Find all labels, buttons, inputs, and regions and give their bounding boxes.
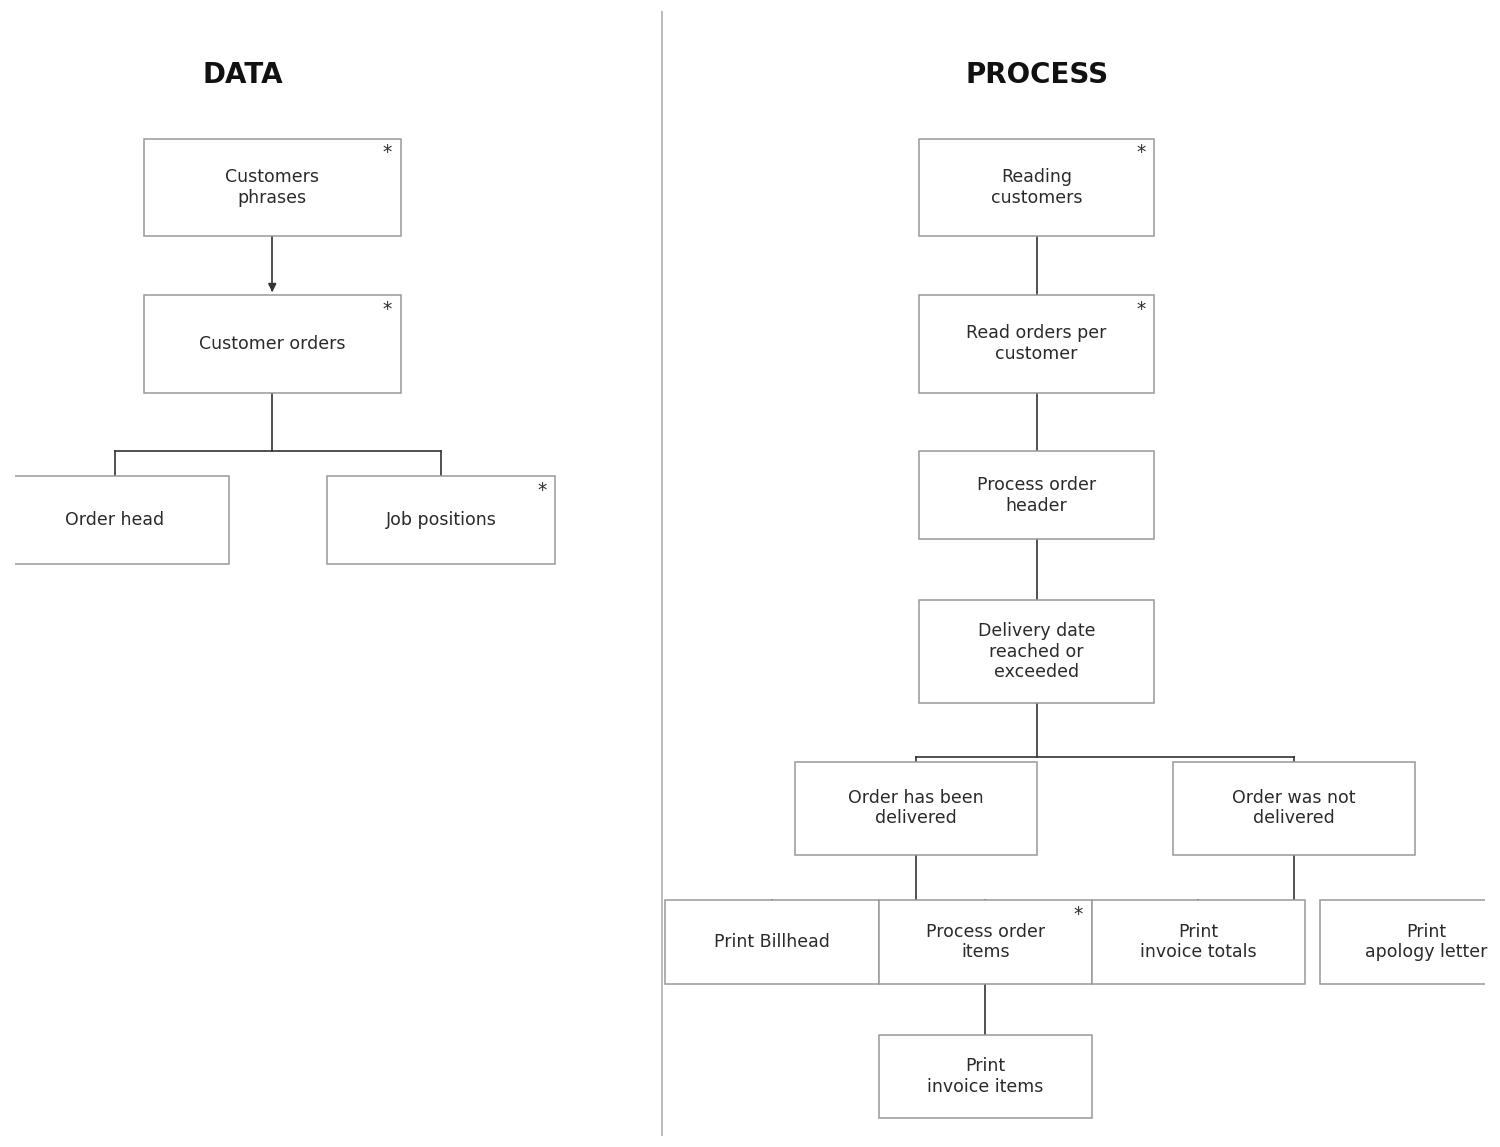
Circle shape <box>1116 606 1146 625</box>
FancyBboxPatch shape <box>879 900 1092 983</box>
Text: *: * <box>1136 299 1146 319</box>
Text: *: * <box>382 299 392 319</box>
Text: Customer orders: Customer orders <box>200 335 345 353</box>
Text: *: * <box>1136 143 1146 163</box>
FancyBboxPatch shape <box>327 476 555 563</box>
Text: *: * <box>382 143 392 163</box>
FancyBboxPatch shape <box>2 476 230 563</box>
FancyBboxPatch shape <box>920 295 1155 392</box>
Text: Order head: Order head <box>66 510 165 529</box>
Text: Order has been
delivered: Order has been delivered <box>849 789 984 827</box>
Text: PROCESS: PROCESS <box>964 61 1108 89</box>
FancyBboxPatch shape <box>144 295 400 392</box>
FancyBboxPatch shape <box>920 600 1155 703</box>
Text: Process order
items: Process order items <box>926 922 1046 961</box>
Circle shape <box>999 766 1029 786</box>
Text: Print
invoice items: Print invoice items <box>927 1058 1044 1097</box>
FancyBboxPatch shape <box>666 900 879 983</box>
FancyBboxPatch shape <box>1092 900 1305 983</box>
Text: *: * <box>1074 905 1083 924</box>
FancyBboxPatch shape <box>920 139 1155 236</box>
Text: DATA: DATA <box>202 61 284 89</box>
FancyBboxPatch shape <box>795 762 1038 855</box>
Text: Customers
phrases: Customers phrases <box>225 167 320 206</box>
Text: Reading
customers: Reading customers <box>992 167 1083 206</box>
FancyBboxPatch shape <box>1320 900 1500 983</box>
Text: Print
invoice totals: Print invoice totals <box>1140 922 1257 961</box>
Text: Order was not
delivered: Order was not delivered <box>1232 789 1356 827</box>
Text: Print
apology letter: Print apology letter <box>1365 922 1488 961</box>
FancyBboxPatch shape <box>1173 762 1414 855</box>
Text: Process order
header: Process order header <box>976 476 1096 515</box>
Text: Delivery date
reached or
exceeded: Delivery date reached or exceeded <box>978 622 1095 681</box>
Text: *: * <box>537 481 546 500</box>
Circle shape <box>1377 766 1407 786</box>
Text: Print Billhead: Print Billhead <box>714 933 830 951</box>
Text: Read orders per
customer: Read orders per customer <box>966 325 1107 364</box>
FancyBboxPatch shape <box>920 451 1155 539</box>
FancyBboxPatch shape <box>144 139 400 236</box>
FancyBboxPatch shape <box>879 1036 1092 1118</box>
Text: Job positions: Job positions <box>386 510 496 529</box>
